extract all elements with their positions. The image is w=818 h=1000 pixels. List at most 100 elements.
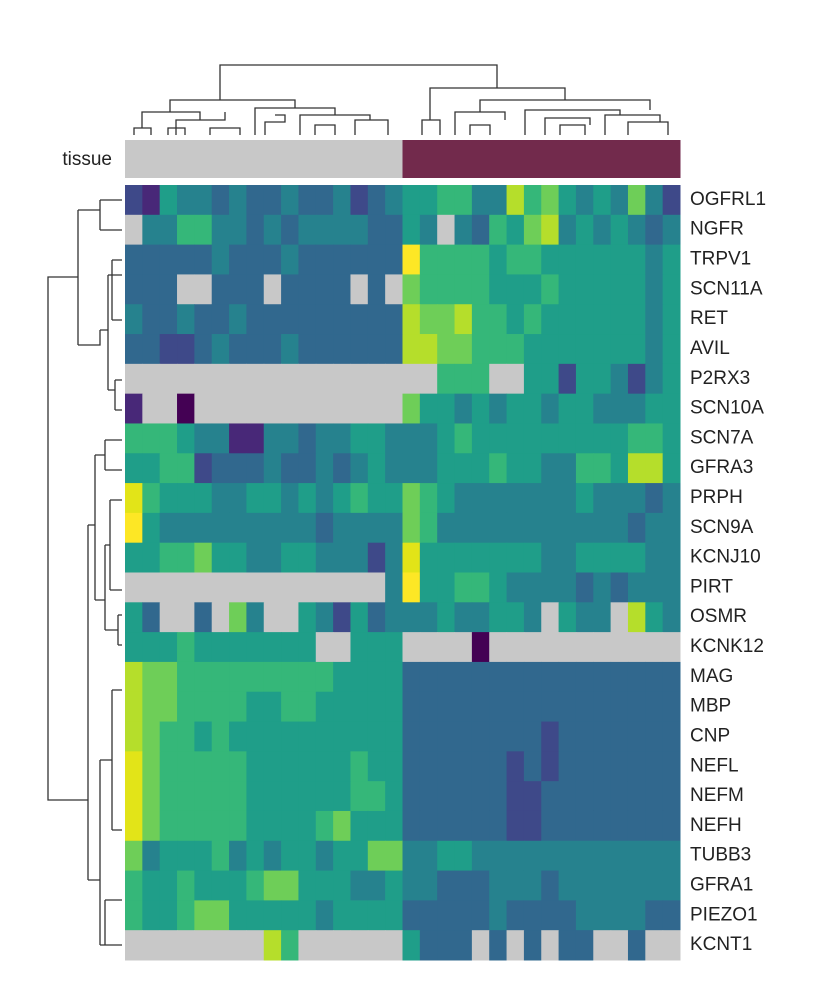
cell: [229, 334, 247, 365]
cell: [523, 512, 542, 544]
cell: [558, 602, 577, 633]
cell: [177, 840, 195, 872]
cell: [627, 483, 646, 514]
cell: [593, 423, 612, 454]
cell: [541, 721, 560, 752]
cell: [419, 512, 438, 544]
cell: [177, 512, 195, 544]
cell: [471, 840, 490, 872]
cell: [298, 512, 317, 544]
row-label: GFRA3: [690, 457, 753, 478]
cell: [454, 810, 473, 842]
cell: [263, 185, 282, 216]
cell: [645, 870, 664, 901]
cell: [263, 483, 282, 514]
cell: [506, 602, 525, 633]
cell: [263, 781, 282, 812]
cell: [246, 393, 265, 424]
cell: [350, 244, 369, 275]
cell: [523, 214, 542, 246]
cell: [333, 393, 351, 424]
cell: [489, 453, 508, 484]
cell: [315, 870, 334, 901]
cell: [229, 244, 247, 275]
tissue-cell: [367, 140, 386, 178]
cell: [454, 542, 473, 573]
cell: [367, 244, 386, 275]
cell: [177, 632, 195, 663]
cell: [593, 185, 612, 216]
cell: [662, 602, 681, 633]
cell: [350, 810, 369, 842]
cell: [523, 453, 542, 484]
cell: [437, 751, 456, 782]
cell: [506, 274, 525, 305]
cell: [211, 900, 230, 931]
cell: [662, 870, 681, 901]
cell: [159, 691, 178, 723]
cell: [367, 453, 386, 484]
cell: [645, 185, 664, 216]
cell: [246, 363, 265, 395]
cell: [333, 930, 351, 961]
cell: [385, 274, 403, 305]
cell: [367, 900, 386, 931]
cell: [385, 363, 403, 395]
cell: [437, 214, 456, 246]
cell: [367, 930, 386, 961]
cell: [194, 751, 213, 782]
cell: [281, 751, 299, 782]
cell: [402, 930, 421, 961]
cell: [454, 244, 473, 275]
cell: [454, 900, 473, 931]
cell: [263, 363, 282, 395]
tissue-cell: [558, 140, 577, 178]
cell: [523, 930, 542, 961]
cell: [333, 423, 351, 454]
cell: [125, 661, 143, 693]
cell: [315, 334, 334, 365]
cell: [125, 930, 143, 961]
cell: [645, 900, 664, 931]
cell: [333, 512, 351, 544]
cell: [385, 244, 403, 275]
cell: [263, 632, 282, 663]
cell: [575, 632, 594, 663]
cell: [263, 274, 282, 305]
cell: [350, 900, 369, 931]
cell: [471, 751, 490, 782]
cell: [489, 661, 508, 693]
cell: [402, 244, 421, 275]
cell: [125, 721, 143, 752]
cell: [246, 334, 265, 365]
cell: [159, 810, 178, 842]
cell: [246, 632, 265, 663]
cell: [471, 930, 490, 961]
cell: [575, 304, 594, 335]
cell: [246, 274, 265, 305]
cell: [402, 781, 421, 812]
cell: [471, 453, 490, 484]
cell: [177, 810, 195, 842]
cell: [454, 334, 473, 365]
cell: [333, 274, 351, 305]
cell: [177, 334, 195, 365]
cell: [506, 632, 525, 663]
cell: [662, 721, 681, 752]
cell: [627, 274, 646, 305]
cell: [350, 393, 369, 424]
cell: [454, 930, 473, 961]
cell: [298, 632, 317, 663]
cell: [159, 393, 178, 424]
cell: [645, 304, 664, 335]
cell: [645, 721, 664, 752]
cell: [246, 930, 265, 961]
cell: [402, 870, 421, 901]
cell: [506, 781, 525, 812]
cell: [419, 870, 438, 901]
cell: [419, 214, 438, 246]
cell: [489, 304, 508, 335]
cell: [229, 632, 247, 663]
cell: [558, 840, 577, 872]
cell: [246, 512, 265, 544]
